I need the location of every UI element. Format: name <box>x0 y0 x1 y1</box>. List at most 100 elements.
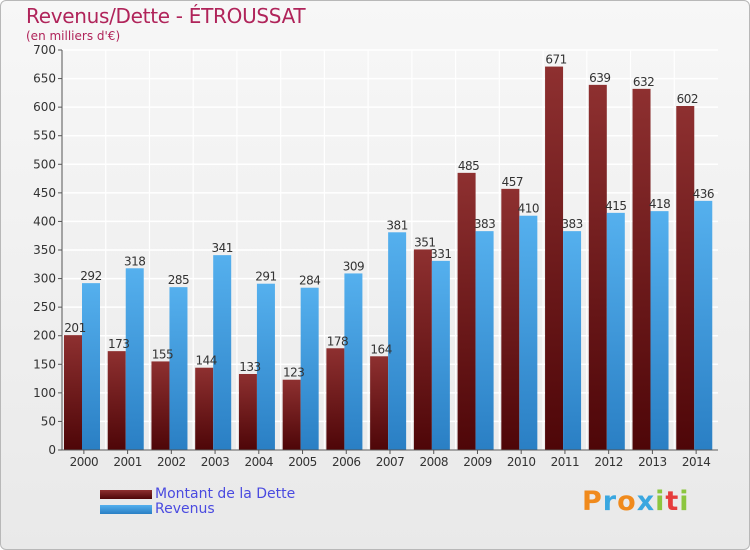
y-tick-label: 0 <box>48 443 56 457</box>
x-tick-label: 2011 <box>551 455 580 469</box>
data-label: 436 <box>693 187 714 201</box>
y-tick-label: 300 <box>33 272 56 286</box>
x-tick-label: 2005 <box>288 455 317 469</box>
bar-debt <box>545 66 564 451</box>
data-label: 602 <box>677 92 698 106</box>
bar-revenue <box>606 212 625 450</box>
bar-debt <box>457 172 476 450</box>
bar-debt <box>632 88 651 450</box>
proxiti-logo: Proxiti <box>582 486 690 517</box>
legend-label-debt: Montant de la Dette <box>155 486 296 502</box>
bar-revenue <box>344 273 363 450</box>
logo-letter: i <box>655 486 666 517</box>
y-tick-label: 250 <box>33 300 56 314</box>
y-tick-label: 550 <box>33 129 56 143</box>
bar-revenue <box>431 260 450 450</box>
bar-revenue <box>256 283 275 450</box>
data-label: 178 <box>327 334 348 348</box>
data-label: 123 <box>283 366 304 380</box>
bar-revenue <box>169 287 188 450</box>
data-label: 173 <box>108 337 129 351</box>
bar-debt <box>195 367 214 450</box>
data-label: 632 <box>633 75 654 89</box>
data-label: 285 <box>168 273 189 287</box>
data-label: 144 <box>195 354 216 368</box>
data-label: 410 <box>518 202 539 216</box>
bar-debt <box>107 351 126 450</box>
bar-debt <box>151 361 170 450</box>
legend-item-debt: Montant de la Dette <box>100 486 295 502</box>
data-label: 639 <box>589 71 610 85</box>
bar-debt <box>501 188 520 450</box>
data-label: 309 <box>343 259 364 273</box>
y-tick-label: 50 <box>41 414 56 428</box>
logo-letter: i <box>679 486 690 517</box>
data-label: 292 <box>80 269 101 283</box>
y-tick-label: 600 <box>33 100 56 114</box>
bar-revenue <box>519 215 538 450</box>
x-tick-label: 2007 <box>376 455 405 469</box>
bar-revenue <box>82 283 100 450</box>
data-label: 671 <box>545 53 566 67</box>
legend-swatch-debt <box>100 489 152 499</box>
bar-debt <box>282 379 301 450</box>
x-tick-label: 2001 <box>113 455 142 469</box>
legend-label-revenue: Revenus <box>155 501 215 517</box>
data-label: 201 <box>64 321 85 335</box>
bar-revenue <box>388 232 407 450</box>
logo-letter: P <box>582 486 603 517</box>
data-label: 155 <box>152 347 173 361</box>
legend-swatch-revenue <box>100 504 152 514</box>
bar-revenue <box>650 211 669 450</box>
y-tick-label: 450 <box>33 186 56 200</box>
data-label: 383 <box>561 217 582 231</box>
x-tick-label: 2006 <box>332 455 361 469</box>
y-tick-label: 700 <box>33 43 56 57</box>
x-tick-label: 2014 <box>682 455 711 469</box>
data-label: 331 <box>430 247 451 261</box>
data-label: 383 <box>474 217 495 231</box>
bar-debt <box>64 335 82 450</box>
data-label: 284 <box>299 274 320 288</box>
data-label: 485 <box>458 159 479 173</box>
data-label: 341 <box>211 241 232 255</box>
legend-item-revenue: Revenus <box>100 501 215 517</box>
bar-revenue <box>694 200 713 450</box>
x-tick-label: 2002 <box>157 455 186 469</box>
x-tick-label: 2012 <box>594 455 623 469</box>
chart-title: Revenus/Dette - ÉTROUSSAT <box>26 4 306 28</box>
y-tick-label: 350 <box>33 243 56 257</box>
bar-debt <box>413 249 432 450</box>
y-tick-label: 100 <box>33 386 56 400</box>
bar-revenue <box>125 268 144 450</box>
logo-letter: r <box>602 486 618 517</box>
data-label: 415 <box>605 199 626 213</box>
y-tick-label: 400 <box>33 214 56 228</box>
y-tick-label: 500 <box>33 157 56 171</box>
x-tick-label: 2010 <box>507 455 536 469</box>
data-label: 381 <box>386 218 407 232</box>
x-tick-label: 2013 <box>638 455 667 469</box>
x-tick-label: 2009 <box>463 455 492 469</box>
data-label: 133 <box>239 360 260 374</box>
logo-letter: x <box>636 486 656 517</box>
data-label: 164 <box>370 342 391 356</box>
y-tick-label: 650 <box>33 72 56 86</box>
data-label: 291 <box>255 270 276 284</box>
data-label: 318 <box>124 254 145 268</box>
bar-debt <box>326 348 345 450</box>
bar-revenue <box>213 255 232 450</box>
x-tick-label: 2004 <box>245 455 274 469</box>
bar-debt <box>676 106 695 450</box>
bar-debt <box>588 84 607 450</box>
data-label: 457 <box>502 175 523 189</box>
chart-subtitle: (en milliers d'€) <box>26 29 121 43</box>
y-tick-label: 150 <box>33 357 56 371</box>
bar-debt <box>370 356 389 450</box>
bar-debt <box>238 374 257 450</box>
bar-revenue <box>300 287 319 450</box>
y-tick-label: 200 <box>33 329 56 343</box>
bar-revenue <box>563 231 582 450</box>
